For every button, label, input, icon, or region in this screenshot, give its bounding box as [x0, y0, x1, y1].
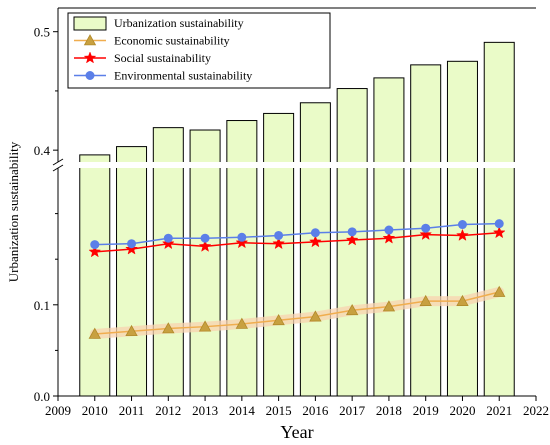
bar-layer — [57, 41, 537, 397]
social-point-2011 — [125, 242, 138, 255]
legend-label-social: Social sustainability — [114, 51, 211, 65]
line-layer — [88, 219, 506, 339]
bar-2014 — [226, 120, 258, 397]
environmental-point-2011 — [127, 239, 137, 249]
x-tick-label-2021: 2021 — [486, 403, 512, 418]
social-point-2014 — [235, 236, 249, 249]
environmental-point-2010 — [90, 240, 100, 250]
social-point-2010 — [88, 245, 102, 258]
economic-point-2018 — [382, 300, 396, 312]
x-tick-label-2013: 2013 — [192, 403, 218, 418]
environmental-point-2012 — [163, 233, 173, 243]
legend-label-economic: Economic sustainability — [114, 34, 230, 48]
economic-point-2016 — [309, 310, 322, 322]
economic-point-2017 — [345, 303, 359, 316]
social-point-2020 — [456, 228, 469, 241]
social-point-2019 — [419, 227, 433, 241]
x-tick-label-2019: 2019 — [413, 403, 439, 418]
environmental-point-2019 — [421, 223, 431, 233]
environmental-point-2013 — [200, 233, 210, 243]
x-tick-label-2011: 2011 — [119, 403, 145, 418]
environmental-point-2018 — [384, 225, 394, 235]
x-tick-label-2017: 2017 — [339, 403, 366, 418]
x-tick-label-2009: 2009 — [45, 403, 71, 418]
bar-2012 — [152, 127, 184, 397]
bar-2013 — [189, 129, 221, 397]
economic-point-2014 — [235, 317, 249, 329]
economic-point-2012 — [162, 322, 175, 334]
social-point-2017 — [345, 233, 359, 246]
y-tick-label-0.0: 0.0 — [34, 389, 50, 404]
x-tick-label-2022: 2022 — [523, 403, 549, 418]
social-point-2021 — [492, 226, 506, 239]
x-tick-label-2020: 2020 — [449, 403, 475, 418]
economic-point-2019 — [419, 294, 432, 306]
social-point-2013 — [198, 239, 212, 252]
environmental-point-2020 — [457, 220, 467, 230]
x-tick-label-2014: 2014 — [229, 403, 256, 418]
x-tick-label-2018: 2018 — [376, 403, 402, 418]
bar-2015 — [263, 112, 295, 397]
bar-2010 — [79, 154, 111, 397]
x-tick-label-2016: 2016 — [302, 403, 329, 418]
y-break-mark-lower — [52, 164, 64, 172]
legend-marker-economic — [83, 34, 97, 46]
social-point-2018 — [382, 231, 396, 244]
legend-swatch-urbanization — [73, 16, 107, 31]
y-break-mark-upper — [52, 158, 64, 166]
y-tick-label-0.4: 0.4 — [34, 143, 51, 158]
economic-line — [94, 291, 500, 335]
bar-2011 — [116, 146, 148, 397]
x-tick-label-2010: 2010 — [82, 403, 108, 418]
axes-layer: 0.0 0.1 0.4 0.5 2009 2010 2011 2012 2013 2014 2015… — [6, 7, 549, 442]
social-point-2016 — [309, 235, 322, 248]
social-point-2012 — [161, 236, 175, 250]
economic-point-2015 — [272, 313, 285, 326]
economic-point-2020 — [456, 294, 469, 306]
economic-point-2010 — [88, 327, 101, 339]
y-tick-label-0.5: 0.5 — [34, 25, 50, 40]
legend-box — [67, 12, 331, 89]
environmental-line — [94, 222, 500, 246]
social-line — [94, 232, 500, 253]
y-axis-title: Urbanization sustainability — [6, 141, 21, 282]
economic-point-2011 — [125, 324, 138, 337]
legend: Urbanization sustainability Economic sust… — [67, 12, 331, 89]
axis-break-gap — [57, 162, 537, 168]
economic-point-2021 — [493, 285, 506, 297]
environmental-point-2015 — [274, 230, 284, 240]
bar-2016 — [299, 102, 331, 397]
x-axis-title: Year — [280, 422, 313, 442]
x-tick-label-2012: 2012 — [155, 403, 181, 418]
x-tick-label-2015: 2015 — [266, 403, 292, 418]
environmental-point-2017 — [347, 227, 357, 237]
economic-point-2013 — [198, 320, 212, 332]
legend-marker-environmental — [85, 71, 95, 80]
legend-label-environmental: Environmental sustainability — [114, 69, 252, 83]
social-point-2015 — [272, 236, 286, 250]
environmental-point-2021 — [494, 219, 504, 229]
y-tick-label-0.1: 0.1 — [34, 298, 50, 313]
legend-marker-social — [83, 51, 97, 64]
legend-label-urbanization: Urbanization sustainability — [114, 16, 244, 30]
environmental-point-2014 — [237, 232, 247, 242]
environmental-point-2016 — [310, 228, 320, 238]
